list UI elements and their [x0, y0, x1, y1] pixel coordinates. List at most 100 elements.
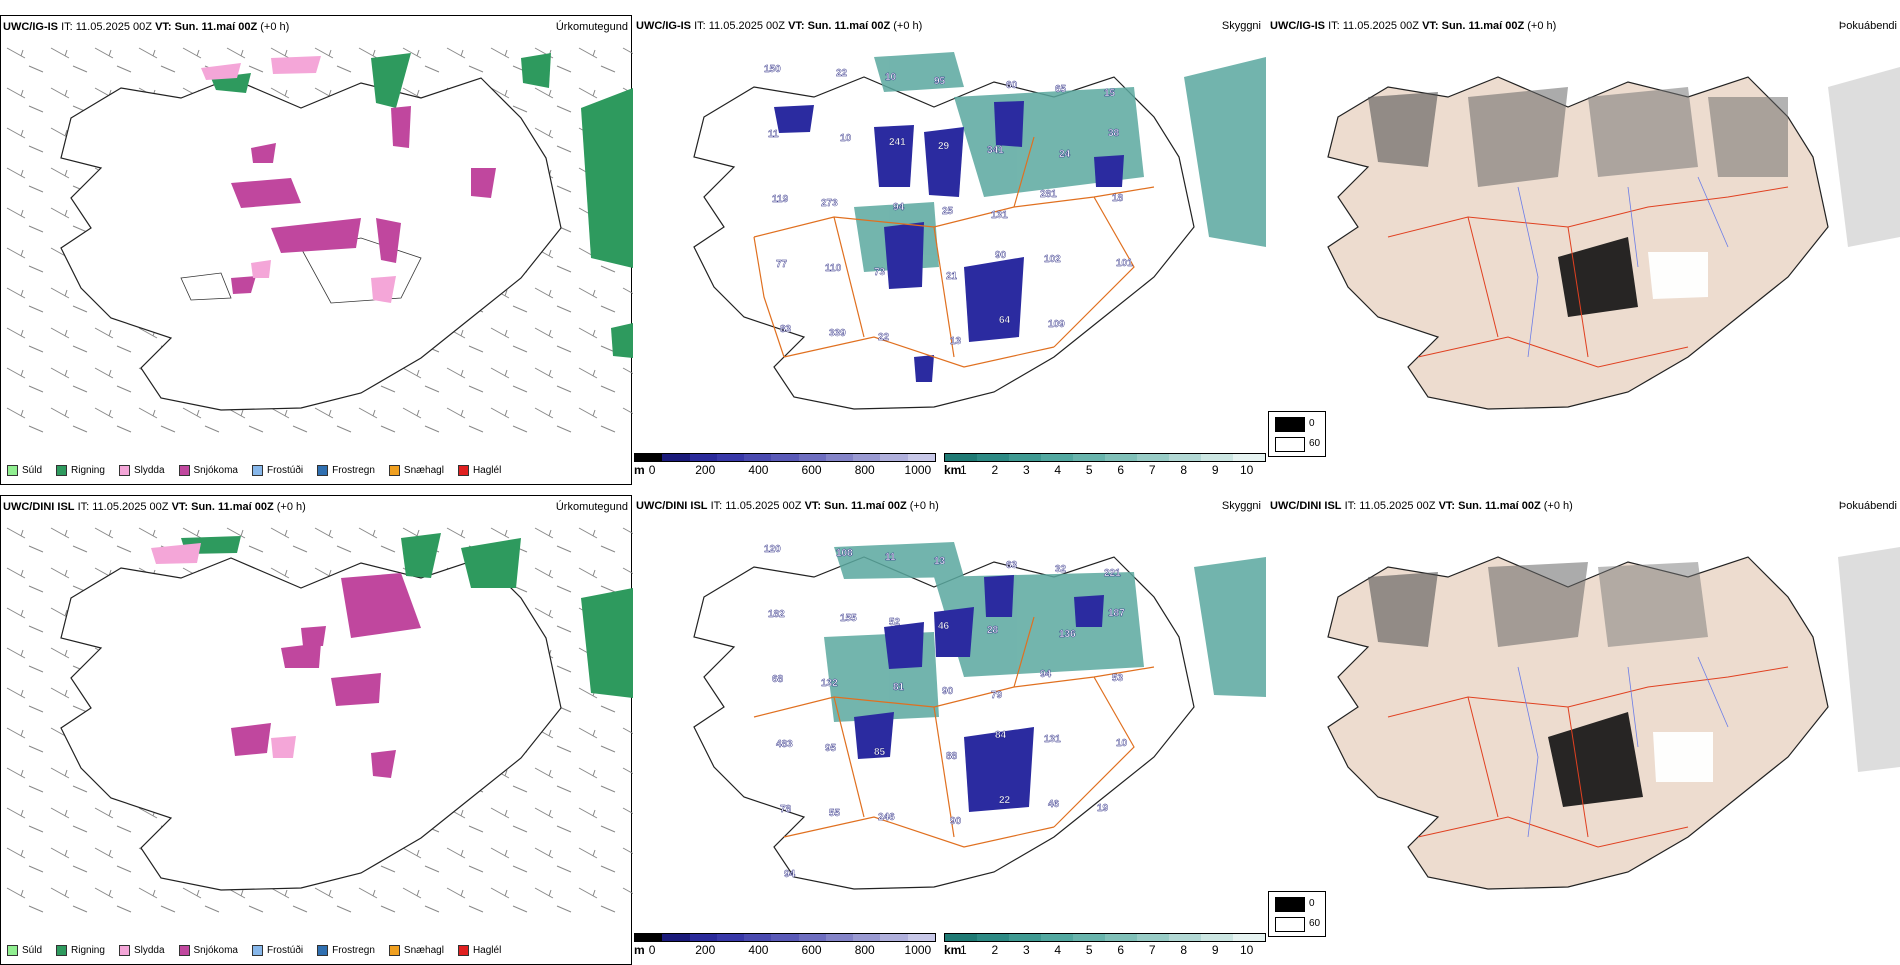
colorbar-tick: 9 [1211, 943, 1219, 957]
cloudbase-label: 94 [784, 869, 796, 880]
colorbar-tick: 3 [1022, 943, 1030, 957]
fog-intensity [1368, 547, 1900, 807]
cloudbase-label: 19 [1097, 803, 1109, 814]
colorbar-tick: 200 [695, 943, 716, 957]
rivers [1517, 176, 1729, 358]
lead-time: (+0 h) [893, 20, 923, 32]
colorbar-step [1073, 454, 1105, 461]
model-name: UWC/DINI ISL [1270, 500, 1342, 512]
cloudbase-label: 22 [836, 68, 848, 79]
model-name: UWC/IG-IS [3, 21, 58, 33]
fog-key-max: 0 [1309, 418, 1315, 429]
cloudbase-label: 73 [874, 267, 886, 278]
colorbar-tick: 800 [854, 943, 875, 957]
legend-swatch [317, 945, 329, 956]
cloudbase-label: 13 [934, 556, 946, 567]
precip-type-panel-row1: UWC/IG-IS IT: 11.05.2025 00Z VT: Sun. 11… [0, 15, 633, 485]
panel-title-fog: Þokuábendi [1838, 20, 1897, 32]
colorbar-step [1009, 454, 1041, 461]
cloudbase-label: 63 [1006, 560, 1018, 571]
colorbar-step [880, 454, 908, 461]
colorbar-tick: 4 [1054, 943, 1062, 957]
rain-areas [211, 53, 633, 358]
legend-swatch [317, 465, 329, 476]
cloudbase-label: 108 [836, 548, 853, 559]
road-network [753, 136, 1155, 368]
valid-time: Sun. 11.maí 00Z [1458, 500, 1541, 512]
cloudbase-colorbar: m 0 200 400 600 800 1000 [634, 453, 936, 483]
cloudbase-label: 13 [950, 336, 962, 347]
model-name: UWC/DINI ISL [3, 501, 75, 513]
colorbar-step [662, 934, 690, 941]
panel-title-fog: Þokuábendi [1838, 500, 1897, 512]
colorbar-step [1041, 454, 1073, 461]
legend-label: Rigning [71, 465, 105, 476]
colorbar-tick: 0 [648, 463, 656, 477]
cloudbase-colorbar: m 0 200 400 600 800 1000 [634, 933, 936, 963]
panel-header: UWC/IG-IS IT: 11.05.2025 00Z VT: Sun. 11… [636, 20, 922, 32]
iceland-outline [60, 557, 562, 891]
cloudbase-label: 81 [893, 682, 905, 693]
init-time: 11.05.2025 00Z [1342, 20, 1419, 32]
legend-item: Frostregn [317, 945, 375, 956]
cloudbase-label: 90 [995, 250, 1007, 261]
cloudbase-label: 221 [1104, 568, 1121, 579]
panel-title-precip: Úrkomutegund [555, 21, 628, 33]
colorbar-step [825, 454, 854, 461]
lead-time: (+0 h) [1527, 20, 1557, 32]
legend-label: Slydda [133, 465, 165, 476]
cloudbase-label: 15 [1104, 88, 1116, 99]
cloudbase-label: 246 [878, 812, 895, 823]
legend-label: Rigning [71, 945, 105, 956]
colorbar-ticks: m 0 200 400 600 800 1000 [634, 942, 936, 957]
cloudbase-label: 18 [1112, 193, 1124, 204]
colorbar-step [1009, 934, 1041, 941]
cloudbase-label: 53 [1112, 673, 1124, 684]
legend-label: Frostúði [266, 465, 304, 476]
legend-item: Slydda [118, 945, 165, 956]
legend-swatch [457, 945, 469, 956]
cloudbase-label: 90 [950, 816, 962, 827]
init-time: 11.05.2025 00Z [725, 500, 802, 512]
legend-label: Snæhagl [403, 945, 444, 956]
valid-time: Sun. 11.maí 00Z [807, 20, 891, 32]
legend-item: Súld [7, 945, 42, 956]
colorbar-tick: 8 [1180, 943, 1188, 957]
colorbar-tick: 1 [959, 463, 967, 477]
colorbar-tick: 1000 [904, 943, 932, 957]
cloudbase-label: 90 [942, 686, 954, 697]
colorbar-unit: km [944, 463, 962, 477]
colorbar-step [716, 454, 745, 461]
legend-swatch [457, 465, 469, 476]
colorbar-step [1169, 454, 1201, 461]
colorbar-unit: km [944, 943, 962, 957]
legend-swatch [251, 945, 263, 956]
road-network [1387, 186, 1789, 368]
iceland-outline [1327, 556, 1829, 890]
visibility-panel-row1: UWC/IG-IS IT: 11.05.2025 00Z VT: Sun. 11… [634, 15, 1266, 485]
legend-item: Snjókoma [178, 465, 238, 476]
it-label: IT: [61, 21, 73, 33]
legend-swatch [251, 465, 263, 476]
legend-label: Snæhagl [403, 465, 444, 476]
colorbar-step [771, 934, 799, 941]
cloudbase-label: 132 [821, 678, 838, 689]
fog-key-dark [1275, 897, 1305, 912]
cloudbase-label: 55 [829, 808, 841, 819]
cloudbase-label: 341 [987, 145, 1004, 156]
colorbar-step [907, 454, 935, 461]
colorbar-tick: 7 [1148, 943, 1156, 957]
cloudbase-label: 150 [764, 64, 781, 75]
fog-key-dark [1275, 417, 1305, 432]
snow-areas [231, 573, 421, 778]
it-label: IT: [710, 500, 723, 512]
cloudbase-label: 131 [991, 210, 1008, 221]
vt-label: VT: [1438, 500, 1456, 512]
legend-swatch [388, 465, 400, 476]
cloudbase-label: 52 [889, 617, 901, 628]
model-name: UWC/IG-IS [636, 20, 691, 32]
colorbar-ramp [944, 453, 1266, 462]
cloudbase-label: 21 [946, 271, 958, 282]
fog-key-light [1275, 437, 1305, 452]
cloudbase-label: 187 [1108, 608, 1125, 619]
